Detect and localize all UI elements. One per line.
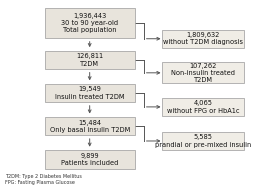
Text: 4,065
without FPG or HbA1c: 4,065 without FPG or HbA1c: [167, 100, 239, 114]
FancyBboxPatch shape: [162, 30, 244, 48]
Text: 126,811
T2DM: 126,811 T2DM: [76, 53, 103, 67]
FancyBboxPatch shape: [162, 62, 244, 83]
Text: 19,549
Insulin treated T2DM: 19,549 Insulin treated T2DM: [55, 86, 125, 100]
Text: 107,262
Non-insulin treated
T2DM: 107,262 Non-insulin treated T2DM: [171, 63, 235, 83]
FancyBboxPatch shape: [45, 84, 134, 102]
FancyBboxPatch shape: [45, 8, 134, 38]
Text: 9,899
Patients included: 9,899 Patients included: [61, 153, 118, 166]
FancyBboxPatch shape: [45, 117, 134, 135]
Text: 1,809,632
without T2DM diagnosis: 1,809,632 without T2DM diagnosis: [163, 32, 243, 45]
FancyBboxPatch shape: [162, 132, 244, 150]
Text: 15,484
Only basal insulin T2DM: 15,484 Only basal insulin T2DM: [49, 120, 130, 133]
FancyBboxPatch shape: [45, 51, 134, 69]
Text: 5,585
prandial or pre-mixed insulin: 5,585 prandial or pre-mixed insulin: [155, 134, 251, 148]
Text: T2DM: Type 2 Diabetes Mellitus
FPG: Fasting Plasma Glucose: T2DM: Type 2 Diabetes Mellitus FPG: Fast…: [5, 174, 82, 185]
Text: 1,936,443
30 to 90 year-old
Total population: 1,936,443 30 to 90 year-old Total popula…: [61, 13, 118, 33]
FancyBboxPatch shape: [162, 98, 244, 116]
FancyBboxPatch shape: [45, 150, 134, 169]
